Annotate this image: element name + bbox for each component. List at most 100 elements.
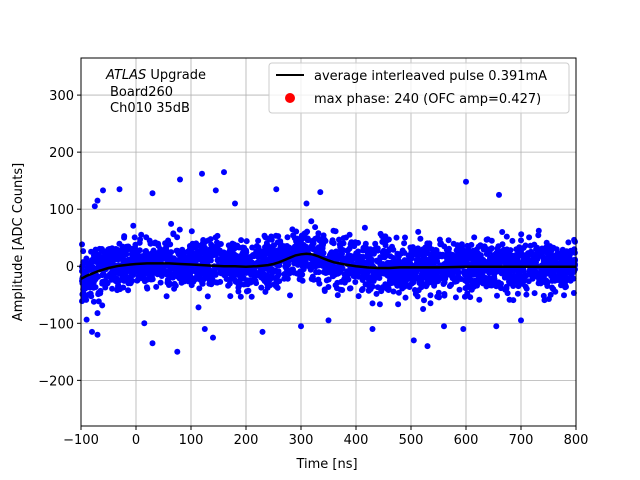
scatter-point	[135, 276, 142, 283]
scatter-point	[498, 285, 504, 292]
scatter-point	[225, 242, 232, 249]
scatter-point	[240, 281, 247, 288]
scatter-point	[531, 290, 538, 297]
scatter-point	[117, 255, 124, 262]
scatter-point	[481, 243, 488, 250]
scatter-point	[315, 269, 322, 276]
scatter-point	[381, 261, 388, 268]
scatter-point-outlier	[410, 337, 417, 344]
scatter-point	[217, 278, 224, 285]
scatter-point	[421, 260, 428, 267]
scatter-point	[550, 286, 557, 293]
scatter-point	[273, 253, 280, 260]
scatter-point	[495, 243, 502, 250]
scatter-point	[174, 234, 181, 241]
scatter-point	[195, 304, 202, 311]
x-tick-label: −100	[63, 433, 99, 448]
annotation-block: ATLAS Upgrade Board260 Ch010 35dB	[105, 68, 206, 116]
scatter-point-outlier	[369, 326, 376, 332]
annotation-atlas: ATLAS	[105, 68, 146, 83]
scatter-point	[303, 229, 309, 236]
scatter-point	[570, 290, 577, 296]
scatter-point	[199, 280, 206, 287]
scatter-point	[445, 257, 452, 263]
scatter-point	[309, 243, 316, 250]
scatter-point	[493, 283, 500, 290]
scatter-point	[450, 258, 457, 265]
scatter-point	[116, 240, 123, 247]
scatter-point	[478, 255, 485, 262]
scatter-point-outlier	[232, 200, 238, 207]
scatter-point	[158, 273, 165, 279]
scatter-point	[293, 243, 300, 250]
scatter-point	[421, 255, 428, 261]
scatter-point	[130, 222, 137, 229]
scatter-point	[298, 237, 305, 243]
scatter-point	[342, 258, 349, 264]
x-tick-label: 300	[289, 433, 314, 448]
scatter-point	[309, 237, 316, 244]
scatter-point	[374, 245, 381, 252]
scatter-point	[503, 233, 510, 240]
scatter-point	[563, 249, 570, 256]
scatter-point	[178, 279, 185, 286]
scatter-point	[335, 265, 342, 272]
scatter-point	[92, 247, 99, 254]
scatter-point-outlier	[518, 317, 524, 324]
scatter-point-outlier	[94, 197, 101, 204]
x-axis-ticks: −100 0 100 200 300 400 500 600 700 800	[63, 426, 588, 448]
scatter-point	[127, 280, 134, 287]
scatter-point	[436, 236, 443, 243]
scatter-point	[526, 234, 533, 241]
scatter-point	[281, 275, 288, 282]
scatter-point	[214, 232, 221, 239]
scatter-point	[450, 254, 456, 261]
scatter-point	[517, 269, 524, 276]
scatter-point	[550, 244, 557, 251]
x-tick-label: 100	[179, 433, 204, 448]
scatter-point	[237, 293, 244, 300]
scatter-point-outlier	[141, 320, 148, 327]
annotation-line-1: ATLAS Upgrade	[105, 68, 206, 83]
scatter-point	[415, 228, 422, 235]
scatter-point	[514, 290, 521, 297]
scatter-point	[136, 239, 143, 246]
scatter-point	[141, 264, 148, 271]
scatter-point-outlier	[212, 187, 219, 194]
scatter-point	[479, 280, 486, 287]
scatter-point	[261, 254, 268, 261]
scatter-point	[551, 272, 558, 278]
scatter-point	[360, 275, 366, 282]
annotation-line-3: Ch010 35dB	[110, 101, 190, 116]
scatter-point	[417, 235, 424, 242]
scatter-point	[396, 259, 403, 266]
scatter-point	[321, 236, 328, 243]
scatter-point	[227, 293, 234, 300]
scatter-point	[345, 252, 352, 259]
scatter-point	[238, 237, 245, 244]
scatter-point	[464, 278, 471, 285]
scatter-point-outlier	[116, 186, 123, 193]
scatter-point	[217, 241, 224, 247]
x-tick-label: 600	[454, 433, 479, 448]
scatter-point	[170, 255, 177, 262]
scatter-point	[99, 271, 106, 278]
average-pulse-line	[80, 252, 576, 280]
scatter-point	[484, 236, 491, 243]
scatter-point	[413, 257, 420, 264]
scatter-point	[426, 274, 433, 281]
scatter-point	[513, 246, 520, 253]
scatter-point	[225, 282, 232, 289]
scatter-point	[367, 274, 374, 281]
scatter-point	[471, 257, 478, 264]
scatter-point	[287, 292, 293, 299]
scatter-point	[153, 283, 160, 290]
scatter-point	[394, 250, 401, 257]
scatter-point	[125, 287, 132, 294]
scatter-point	[322, 267, 329, 274]
scatter-point	[187, 268, 194, 275]
scatter-point	[535, 280, 542, 287]
scatter-point	[168, 220, 175, 227]
scatter-point	[165, 255, 171, 262]
scatter-point	[336, 241, 343, 248]
